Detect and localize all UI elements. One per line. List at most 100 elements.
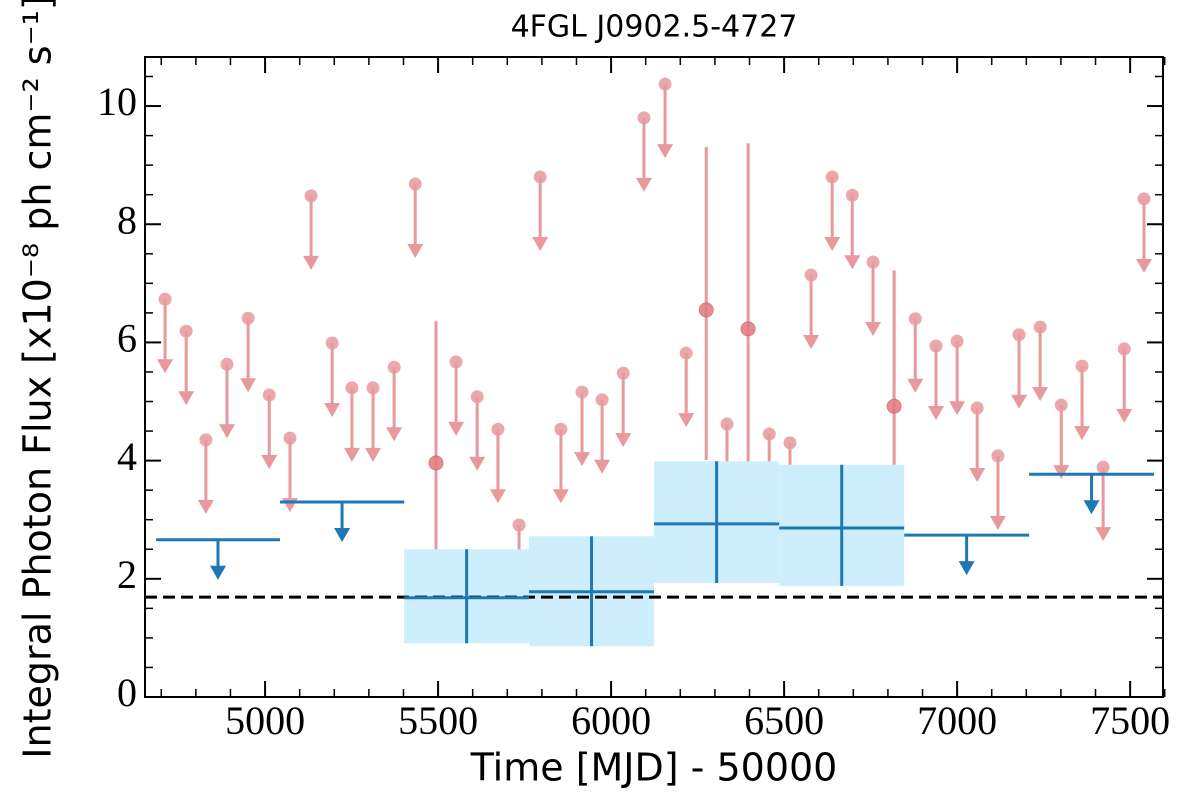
- upper-limit-point: [845, 188, 859, 202]
- arrow-head: [532, 236, 549, 251]
- detection-point: [740, 321, 756, 337]
- arrow-head: [635, 177, 652, 192]
- arrow-head: [907, 378, 924, 393]
- upper-limit-point: [637, 111, 651, 125]
- arrow-head: [489, 489, 506, 504]
- arrow-head: [1074, 426, 1091, 441]
- arrow-head: [824, 236, 841, 251]
- arrow-head: [1083, 500, 1100, 515]
- arrow-head: [1011, 394, 1028, 409]
- upper-limit-point: [1012, 328, 1026, 342]
- arrow-head: [1116, 408, 1133, 423]
- arrow-head: [594, 459, 611, 474]
- upper-limit-point: [1096, 460, 1110, 474]
- x-tick-label: 7500: [1090, 698, 1170, 743]
- upper-limit-point: [866, 255, 880, 269]
- arrow-head: [261, 455, 278, 470]
- upper-limit-point: [762, 427, 776, 441]
- y-tick-label: 6: [117, 316, 137, 361]
- y-tick-label: 10: [97, 79, 137, 124]
- upper-limit-point: [595, 393, 609, 407]
- upper-limit-point: [387, 360, 401, 374]
- upper-limit-point: [179, 324, 193, 338]
- arrow-head: [197, 499, 214, 514]
- arrow-head: [469, 456, 486, 471]
- upper-limit-point: [575, 385, 589, 399]
- y-tick-label: 4: [117, 434, 137, 479]
- upper-limit-point: [241, 311, 255, 325]
- arrow-head: [240, 378, 257, 393]
- upper-limit-point: [1033, 320, 1047, 334]
- arrow-head: [574, 452, 591, 467]
- upper-limit-point: [825, 170, 839, 184]
- upper-limit-point: [304, 189, 318, 203]
- arrow-head: [678, 413, 695, 428]
- detection-point: [886, 398, 902, 414]
- upper-limit-point: [1137, 192, 1151, 206]
- arrow-head: [803, 335, 820, 350]
- y-tick-label: 0: [117, 670, 137, 715]
- upper-limit-point: [512, 518, 526, 532]
- upper-limit-point: [533, 170, 547, 184]
- arrow-head: [865, 322, 882, 337]
- upper-limit-point: [325, 336, 339, 350]
- arrow-head: [1053, 465, 1070, 480]
- upper-limit-point: [991, 449, 1005, 463]
- upper-limit-point: [1117, 342, 1131, 356]
- arrow-head: [334, 527, 351, 542]
- upper-limit-point: [929, 339, 943, 353]
- arrow-head: [157, 359, 174, 374]
- arrow-head: [1095, 527, 1112, 542]
- upper-limit-point: [554, 422, 568, 436]
- upper-limit-point: [283, 431, 297, 445]
- plot-frame: [144, 56, 1164, 698]
- x-tick-label: 7000: [917, 698, 997, 743]
- x-tick-label: 5000: [225, 698, 305, 743]
- upper-limit-point: [970, 401, 984, 415]
- arrow-head: [1032, 387, 1049, 402]
- y-tick-label: 8: [117, 197, 137, 242]
- y-axis-label: Integral Photon Flux [x10⁻⁸ ph cm⁻² s⁻¹]: [16, 0, 60, 759]
- arrow-head: [407, 244, 424, 259]
- upper-limit-point: [908, 312, 922, 326]
- upper-limit-point: [720, 417, 734, 431]
- arrow-head: [615, 433, 632, 448]
- arrow-head: [219, 424, 236, 439]
- arrow-head: [210, 565, 227, 580]
- upper-limit-point: [1054, 398, 1068, 412]
- upper-limit-point: [658, 77, 672, 91]
- arrow-head: [1135, 258, 1152, 273]
- upper-limit-point: [262, 388, 276, 402]
- upper-limit-point: [220, 357, 234, 371]
- upper-limit-point: [470, 390, 484, 404]
- x-axis-label: Time [MJD] - 50000: [470, 746, 838, 790]
- upper-limit-point: [158, 292, 172, 306]
- arrow-head: [552, 489, 569, 504]
- upper-limit-point: [616, 366, 630, 380]
- arrow-head: [969, 468, 986, 483]
- arrow-head: [343, 447, 360, 462]
- x-tick-label: 5500: [398, 698, 478, 743]
- upper-limit-point: [345, 381, 359, 395]
- arrow-head: [958, 561, 975, 576]
- arrow-head: [657, 144, 674, 159]
- upper-limit-point: [679, 346, 693, 360]
- y-tick-label: 2: [117, 552, 137, 597]
- upper-limit-point: [199, 433, 213, 447]
- arrow-head: [386, 427, 403, 442]
- chart-title: 4FGL J0902.5-4727: [511, 10, 798, 45]
- x-tick-label: 6500: [744, 698, 824, 743]
- upper-limit-point: [491, 422, 505, 436]
- upper-limit-point: [783, 436, 797, 450]
- arrow-head: [324, 403, 341, 418]
- arrow-head: [928, 405, 945, 420]
- detection-point: [428, 455, 444, 471]
- upper-limit-point: [449, 355, 463, 369]
- upper-limit-point: [1075, 359, 1089, 373]
- upper-limit-point: [950, 334, 964, 348]
- arrow-head: [365, 447, 382, 462]
- upper-limit-point: [408, 177, 422, 191]
- arrow-head: [303, 255, 320, 270]
- arrow-head: [989, 515, 1006, 530]
